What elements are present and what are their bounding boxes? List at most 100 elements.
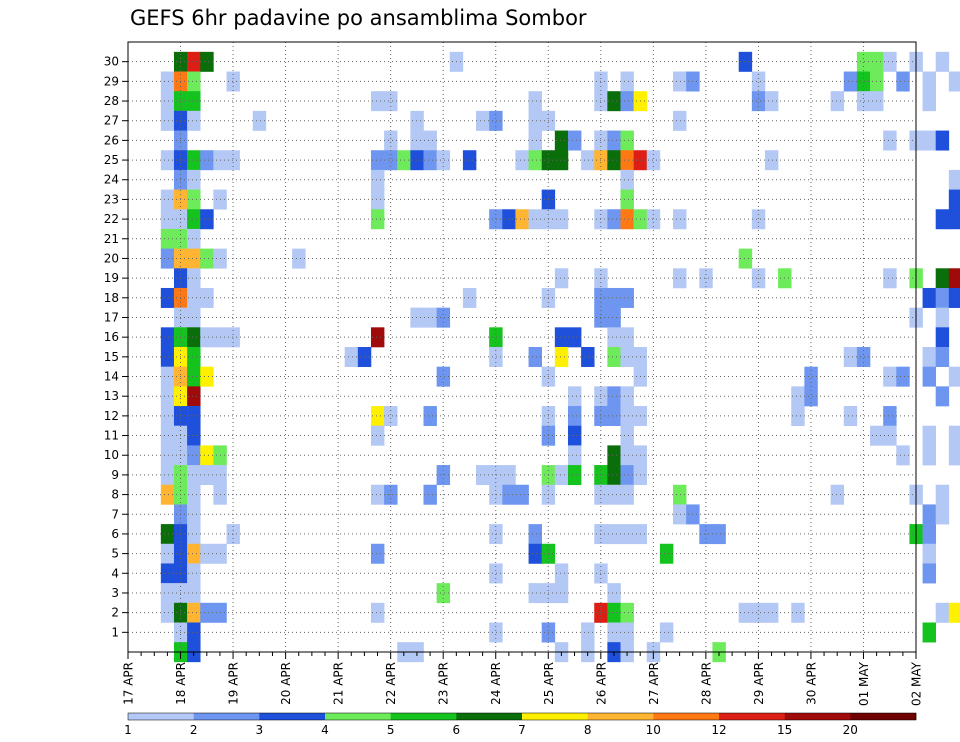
y-tick-label: 24 <box>104 173 119 187</box>
colorbar-tick-label: 10 <box>646 723 661 737</box>
colorbar-swatch <box>719 713 785 720</box>
heatmap-cell <box>410 307 424 328</box>
heatmap-cell <box>804 366 818 387</box>
heatmap-cell <box>160 110 175 131</box>
colorbar-tick-label: 4 <box>321 723 329 737</box>
y-tick-label: 5 <box>111 547 119 561</box>
heatmap-cells <box>160 51 960 663</box>
x-tick-label: 02 MAY <box>910 661 924 706</box>
heatmap-cell <box>620 622 634 643</box>
colorbar-tick-label: 8 <box>584 723 592 737</box>
colorbar-tick-label: 20 <box>843 723 858 737</box>
heatmap-cell <box>554 130 569 151</box>
heatmap-cell <box>160 366 175 387</box>
x-axis: 17 APR 18 APR 19 APR 20 APR 21 APR 22 APR 23 A… <box>122 652 924 706</box>
y-tick-label: 29 <box>104 74 119 88</box>
heatmap-cell <box>160 563 175 584</box>
heatmap-cell <box>187 583 201 604</box>
heatmap-cell <box>567 425 582 446</box>
heatmap-cell <box>948 209 960 230</box>
colorbar-tick-label: 1 <box>124 723 132 737</box>
colorbar-swatch <box>850 713 917 720</box>
colorbar-swatch <box>522 713 588 720</box>
plot-frame <box>127 41 917 653</box>
heatmap-cell <box>423 484 437 505</box>
heatmap-cell <box>935 209 950 230</box>
heatmap-cell <box>935 327 950 348</box>
heatmap-cell <box>922 445 936 466</box>
heatmap-cell <box>567 386 582 407</box>
heatmap-cell <box>935 307 950 328</box>
heatmap-cell <box>200 602 214 623</box>
heatmap-cell <box>528 583 542 604</box>
heatmap-cell <box>410 110 424 131</box>
heatmap-cell <box>883 268 897 289</box>
heatmap-cell <box>607 622 621 643</box>
heatmap-cell <box>883 406 897 427</box>
heatmap-cell <box>160 465 175 486</box>
x-tick-label: 28 APR <box>699 662 713 705</box>
heatmap-cell <box>370 209 385 230</box>
heatmap-cell <box>528 91 542 112</box>
heatmap-cell <box>922 91 936 112</box>
heatmap-cell <box>528 130 542 151</box>
heatmap-cell <box>883 130 897 151</box>
heatmap-cell <box>567 445 582 466</box>
heatmap-cell <box>370 425 385 446</box>
heatmap-cell <box>423 130 437 151</box>
heatmap-cell <box>160 189 175 210</box>
heatmap-cell <box>554 465 569 486</box>
heatmap-cell <box>528 110 542 131</box>
heatmap-cell <box>620 425 634 446</box>
heatmap-cell <box>160 543 175 564</box>
x-tick-label: 01 MAY <box>857 661 871 706</box>
y-tick-label: 7 <box>111 507 119 521</box>
heatmap-cell <box>935 386 950 407</box>
heatmap-cell <box>673 504 687 525</box>
heatmap-cell <box>436 465 451 486</box>
heatmap-cell <box>620 484 634 505</box>
heatmap-cell <box>804 386 818 407</box>
heatmap-cell <box>187 543 201 564</box>
x-tick-label: 27 APR <box>647 662 661 705</box>
heatmap-cell <box>200 51 214 72</box>
heatmap-cell <box>659 622 674 643</box>
heatmap-cell <box>948 425 960 446</box>
heatmap-cell <box>554 150 569 171</box>
heatmap-cell <box>948 287 960 308</box>
y-tick-label: 11 <box>104 429 119 443</box>
heatmap-cell <box>502 484 516 505</box>
x-tick-label: 30 APR <box>804 662 818 705</box>
heatmap-cell <box>948 169 960 190</box>
heatmap-cell <box>226 71 240 92</box>
heatmap-cell <box>423 307 437 328</box>
x-tick-label: 22 APR <box>384 662 398 705</box>
colorbar-tick-label: 6 <box>452 723 460 737</box>
heatmap-cell <box>292 248 306 269</box>
heatmap-cell <box>620 150 634 171</box>
heatmap-cell <box>646 209 661 230</box>
colorbar-tick-label: 5 <box>387 723 395 737</box>
heatmap-cell <box>620 71 634 92</box>
heatmap-cell <box>607 524 621 545</box>
heatmap-cell <box>370 484 385 505</box>
heatmap-cell <box>187 189 201 210</box>
heatmap-cell <box>922 543 936 564</box>
heatmap-cell <box>883 51 897 72</box>
heatmap-cell <box>489 622 503 643</box>
heatmap-cell <box>476 465 490 486</box>
heatmap-cell <box>935 484 950 505</box>
heatmap-cell <box>187 366 201 387</box>
heatmap-cell <box>567 130 582 151</box>
heatmap-cell <box>515 484 529 505</box>
heatmap-cell <box>200 543 214 564</box>
heatmap-cell <box>856 51 871 72</box>
heatmap-cell <box>620 386 634 407</box>
heatmap-cell <box>436 307 451 328</box>
heatmap-cell <box>856 347 871 367</box>
heatmap-cell <box>830 91 845 112</box>
heatmap-cell <box>384 406 398 427</box>
heatmap-cell <box>200 327 214 348</box>
heatmap-cell <box>187 445 201 466</box>
